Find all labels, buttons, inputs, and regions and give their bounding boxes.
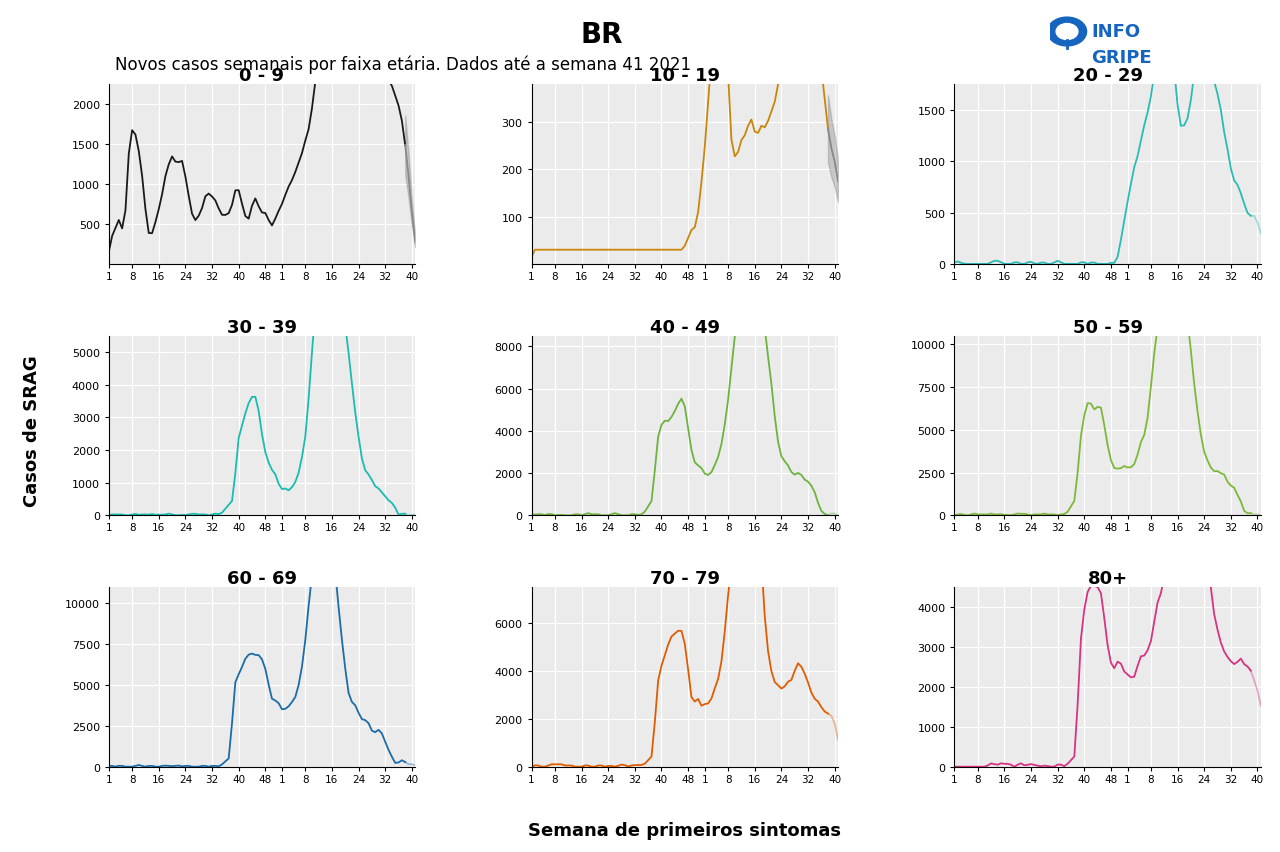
Text: Novos casos semanais por faixa etária. Dados até a semana 41 2021: Novos casos semanais por faixa etária. D… xyxy=(115,55,691,74)
Title: 80+: 80+ xyxy=(1088,569,1128,587)
Title: 40 - 49: 40 - 49 xyxy=(650,318,719,337)
Text: Semana de primeiros sintomas: Semana de primeiros sintomas xyxy=(529,821,841,839)
Title: 50 - 59: 50 - 59 xyxy=(1073,318,1143,337)
Title: 0 - 9: 0 - 9 xyxy=(239,67,284,85)
Text: INFO: INFO xyxy=(1091,23,1140,41)
Text: BR: BR xyxy=(580,21,623,49)
Title: 20 - 29: 20 - 29 xyxy=(1073,67,1143,85)
Title: 10 - 19: 10 - 19 xyxy=(650,67,719,85)
Text: GRIPE: GRIPE xyxy=(1091,49,1152,66)
Title: 60 - 69: 60 - 69 xyxy=(227,569,297,587)
Circle shape xyxy=(1056,25,1078,41)
Circle shape xyxy=(1047,18,1087,47)
Text: Casos de SRAG: Casos de SRAG xyxy=(23,354,41,506)
Title: 30 - 39: 30 - 39 xyxy=(227,318,297,337)
Title: 70 - 79: 70 - 79 xyxy=(650,569,719,587)
